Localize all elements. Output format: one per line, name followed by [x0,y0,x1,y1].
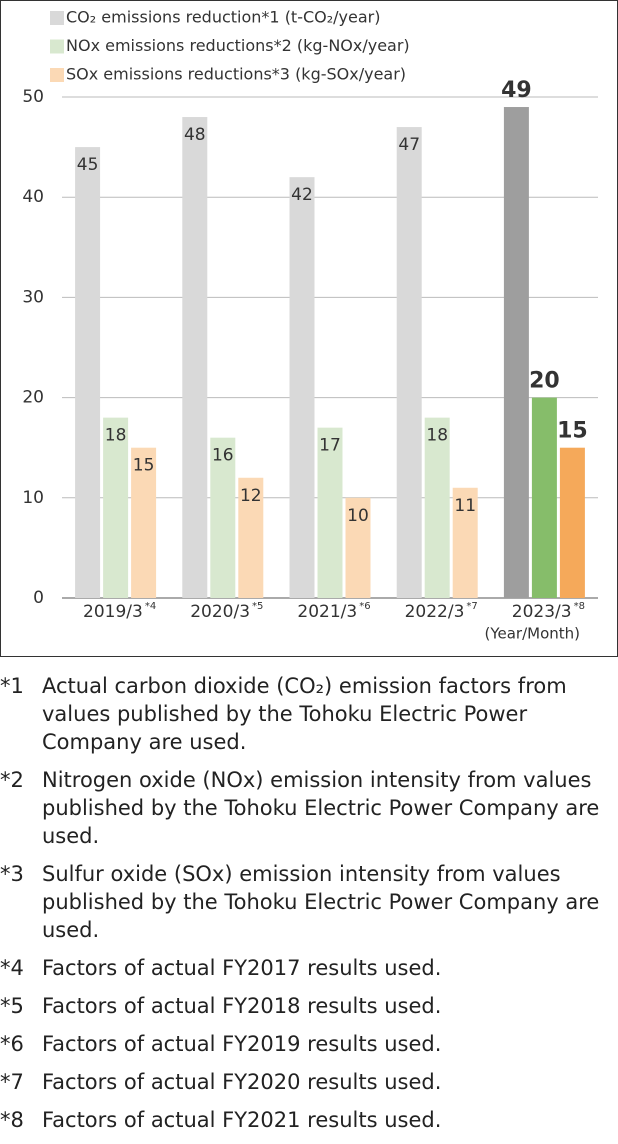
value-label: 15 [133,456,155,476]
footnote-mark: *3 [0,862,24,886]
value-label: 10 [347,506,369,526]
footnote-mark: *5 [0,994,24,1018]
category: 2023/3 [512,602,572,622]
bar [182,117,208,598]
y-tick-label: 40 [22,187,44,207]
x-tick-label: 2023/3 *8 [512,601,585,622]
footnote-mark: *6 [0,1032,24,1056]
category-note: *7 [466,601,477,612]
chart: 0 10 20 30 40 50 CO₂ emissions reduction*1 (t-… [0,0,618,657]
footnote: *1 Actual carbon dioxide (CO₂) emission f… [0,672,612,756]
value-label: 15 [557,419,588,444]
footnote-mark: *1 [0,674,24,698]
footnote-mark: *7 [0,1070,24,1094]
footnote: *6 Factors of actual FY2019 results used. [0,1030,612,1058]
footnote-text: Factors of actual FY2021 results used. [42,1108,442,1132]
value-label: 45 [77,155,99,175]
footnote: *7 Factors of actual FY2020 results used. [0,1068,612,1096]
legend-label: SOx emissions reductions*3 (kg-SOx/year) [66,65,406,84]
value-label: 42 [291,185,313,205]
footnote-text: Actual carbon dioxide (CO₂) emission fac… [42,674,567,754]
bar [75,147,101,598]
value-label: 49 [501,78,532,103]
value-label: 11 [454,496,476,516]
footnote: *5 Factors of actual FY2018 results used. [0,992,612,1020]
value-label: 20 [529,369,560,394]
bar [452,487,478,598]
bar [424,417,450,598]
legend-swatch [50,11,64,25]
bar [131,447,157,598]
category: 2021/3 [297,602,357,622]
footnote-text: Sulfur oxide (SOx) emission intensity fr… [42,862,600,942]
footnote-text: Factors of actual FY2018 results used. [42,994,442,1018]
y-tick-label: 20 [22,388,44,408]
category-note: *6 [359,601,370,612]
footnote-mark: *4 [0,956,24,980]
bar [210,437,236,598]
legend-swatch [50,68,64,82]
category-note: *4 [145,601,156,612]
y-tick-label: 0 [33,588,44,608]
footnote-mark: *2 [0,768,24,792]
value-label: 16 [212,446,234,466]
bar [289,177,315,598]
category: 2019/3 [83,602,143,622]
x-tick-label: 2022/3 *7 [405,601,478,622]
value-label: 18 [426,426,448,446]
footnote-text: Factors of actual FY2017 results used. [42,956,442,980]
bar [503,107,529,599]
bar [238,477,264,598]
value-label: 17 [319,436,341,456]
footnote: *8 Factors of actual FY2021 results used. [0,1106,612,1134]
bar [345,497,371,598]
footnote-text: Factors of actual FY2020 results used. [42,1070,442,1094]
x-axis-label: (Year/Month) [484,625,580,643]
x-tick-label: 2019/3 *4 [83,601,156,622]
y-tick-label: 30 [22,287,44,307]
x-tick-label: 2020/3 *5 [190,601,263,622]
bar [317,427,343,598]
legend-label: NOx emissions reductions*2 (kg-NOx/year) [66,36,410,55]
x-tick-label: 2021/3 *6 [297,601,370,622]
category: 2022/3 [405,602,465,622]
category-note: *8 [574,601,585,612]
y-tick-label: 10 [22,488,44,508]
footnote-text: Factors of actual FY2019 results used. [42,1032,442,1056]
bar [559,447,585,598]
value-label: 47 [398,135,420,155]
value-label: 12 [240,486,262,506]
footnote: *3 Sulfur oxide (SOx) emission intensity … [0,860,612,944]
category-note: *5 [252,601,263,612]
footnote-text: Nitrogen oxide (NOx) emission intensity … [42,768,600,848]
bar [103,417,129,598]
y-tick-label: 50 [22,87,44,107]
bar [531,397,557,598]
category: 2020/3 [190,602,250,622]
footnote-mark: *8 [0,1108,24,1132]
value-label: 18 [105,426,127,446]
footnotes: *1 Actual carbon dioxide (CO₂) emission f… [0,672,612,1144]
legend-label: CO₂ emissions reduction*1 (t-CO₂/year) [66,8,380,27]
footnote: *2 Nitrogen oxide (NOx) emission intensit… [0,766,612,850]
bar [396,127,422,598]
footnote: *4 Factors of actual FY2017 results used. [0,954,612,982]
value-label: 48 [184,125,206,145]
legend-swatch [50,39,64,54]
